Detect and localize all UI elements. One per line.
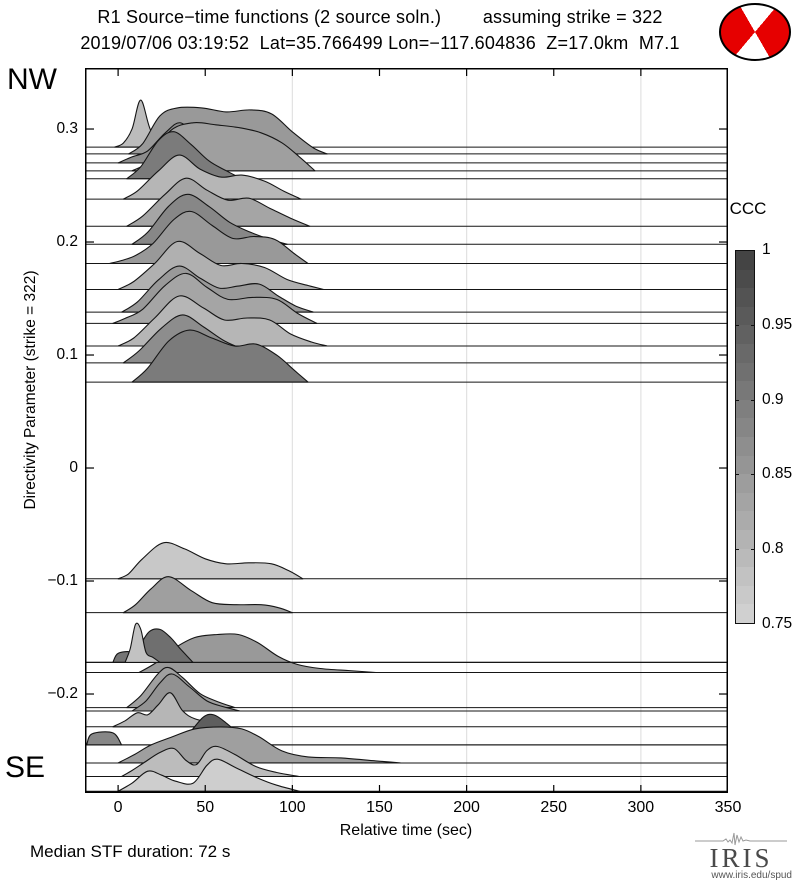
x-axis-label: Relative time (sec) xyxy=(339,822,473,839)
colorbar-tick-mark xyxy=(735,399,739,401)
y-tick-label: −0.1 xyxy=(47,572,78,589)
iris-url-text: www.iris.edu/spud xyxy=(711,870,792,881)
stf-ridgeline-plot xyxy=(85,68,728,793)
y-tick-label: 0.2 xyxy=(56,233,78,251)
colorbar-segment xyxy=(736,325,754,344)
x-tick-label: 0 xyxy=(113,799,123,816)
colorbar-segment xyxy=(736,567,754,586)
colorbar-segment xyxy=(736,399,754,419)
x-tick-label: 150 xyxy=(366,799,393,816)
x-tick-label: 100 xyxy=(279,799,306,816)
colorbar-tick-mark xyxy=(751,324,755,326)
colorbar-segment xyxy=(736,306,754,326)
colorbar-segment xyxy=(736,436,754,456)
colorbar-segment xyxy=(736,288,754,307)
y-tick-label: −0.2 xyxy=(47,685,78,702)
colorbar-tick-mark xyxy=(735,474,739,476)
colorbar-segment xyxy=(736,492,754,512)
focal-mechanism-beachball-icon xyxy=(719,3,791,61)
colorbar-segment xyxy=(736,585,754,605)
x-tick-label: 50 xyxy=(196,799,215,816)
y-tick-label: 0 xyxy=(69,459,78,476)
iris-logo-text: IRIS xyxy=(709,843,773,873)
colorbar-segment xyxy=(736,269,754,289)
colorbar-tick-label: 0.85 xyxy=(762,465,793,483)
y-tick-label: 0.3 xyxy=(56,120,78,138)
x-tick-label: 200 xyxy=(453,799,480,816)
x-tick-label: 250 xyxy=(540,799,568,816)
colorbar-tick-mark xyxy=(751,474,755,476)
se-direction-label: SE xyxy=(5,751,46,784)
colorbar-segment xyxy=(736,362,754,382)
colorbar-segment xyxy=(736,511,754,530)
colorbar-segment xyxy=(736,343,754,363)
seismogram-squiggle-icon xyxy=(695,832,787,846)
colorbar-segment xyxy=(736,529,754,549)
colorbar-segment xyxy=(736,418,754,437)
x-tick-label: 350 xyxy=(714,799,742,816)
ccc-colorbar xyxy=(735,250,755,624)
colorbar-tick-mark xyxy=(751,549,755,551)
y-tick-label: 0.1 xyxy=(56,346,78,364)
iris-logo: IRIS www.iris.edu/spud xyxy=(690,831,792,881)
colorbar-title: CCC xyxy=(729,199,767,218)
colorbar-tick-label: 0.95 xyxy=(762,315,793,333)
colorbar-tick-label: 0.8 xyxy=(762,540,784,558)
x-tick-label: 300 xyxy=(627,799,655,816)
colorbar-tick-mark xyxy=(735,324,739,326)
colorbar-segment xyxy=(736,548,754,568)
figure-title: R1 Source−time functions (2 source soln.… xyxy=(97,7,663,27)
event-info-line: 2019/07/06 03:19:52 Lat=35.766499 Lon=−1… xyxy=(80,33,680,53)
colorbar-tick-mark xyxy=(735,549,739,551)
colorbar-tick-mark xyxy=(751,399,755,401)
colorbar-segment xyxy=(736,474,754,493)
median-duration-note: Median STF duration: 72 s xyxy=(30,842,231,861)
colorbar-segment xyxy=(736,381,754,400)
colorbar-tick-label: 1 xyxy=(762,241,771,258)
nw-direction-label: NW xyxy=(7,63,57,96)
colorbar-tick-label: 0.75 xyxy=(762,615,793,632)
colorbar-segment xyxy=(736,604,754,623)
colorbar-segment xyxy=(736,455,754,475)
colorbar-tick-label: 0.9 xyxy=(762,390,784,408)
colorbar-segment xyxy=(736,251,754,270)
